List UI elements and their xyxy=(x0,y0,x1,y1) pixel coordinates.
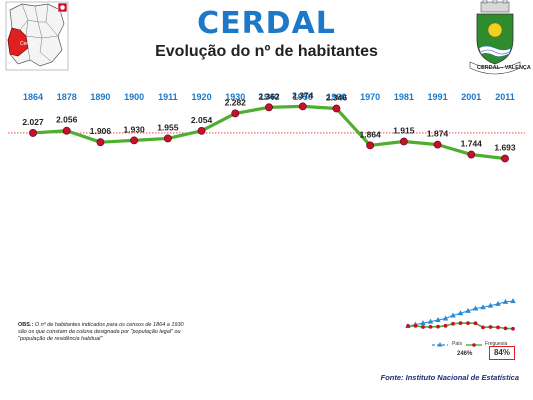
freguesia-marker xyxy=(473,321,478,326)
pais-marker xyxy=(420,320,426,326)
data-point-1911 xyxy=(163,134,172,143)
freguesia-marker xyxy=(451,321,455,326)
value-label-1864: 2.027 xyxy=(22,117,44,127)
pais-marker xyxy=(472,305,479,311)
value-label-2011: 1.693 xyxy=(494,142,516,152)
pais-marker xyxy=(435,317,441,323)
data-point-1930 xyxy=(231,109,240,118)
data-point-1878 xyxy=(62,126,71,135)
freguesia-marker xyxy=(481,325,485,330)
legend-freguesia-marker xyxy=(472,343,476,347)
value-label-1950: 2.374 xyxy=(292,90,314,100)
page-subtitle: Evolução do nº de habitantes xyxy=(155,43,378,60)
legend-pais-label: País xyxy=(452,341,463,347)
data-point-1960 xyxy=(332,104,341,113)
value-label-2001: 1.744 xyxy=(461,139,483,149)
year-label-1960: 1960 xyxy=(326,92,346,102)
value-label-1940: 2.362 xyxy=(258,91,280,101)
observation-note: OBS.: O nº de habitantes indicados para … xyxy=(18,322,188,343)
year-label-1930: 1930 xyxy=(225,92,245,102)
data-source: Fonte: Instituto Nacional de Estatística xyxy=(380,373,519,382)
legend-pais-marker xyxy=(437,342,443,347)
year-label-1911: 1911 xyxy=(158,92,178,102)
year-label-1900: 1900 xyxy=(124,92,144,102)
freguesia-marker xyxy=(458,321,463,326)
year-label-1950: 1950 xyxy=(293,92,313,102)
freguesia-marker xyxy=(511,326,515,331)
data-point-2001 xyxy=(467,150,476,159)
obs-text: O nº de habitantes indicados para os cen… xyxy=(18,322,184,342)
year-label-1878: 1878 xyxy=(57,92,77,102)
value-label-1911: 1.955 xyxy=(157,122,179,132)
freguesia-marker xyxy=(413,323,418,328)
freguesia-percentage: 84% xyxy=(489,346,515,360)
data-point-1991 xyxy=(433,140,442,149)
pais-marker xyxy=(510,298,516,304)
freguesia-marker xyxy=(421,325,425,329)
pais-marker xyxy=(465,307,471,313)
value-label-1878: 2.056 xyxy=(56,115,78,125)
value-label-1991: 1.874 xyxy=(427,129,449,139)
pais-marker xyxy=(442,315,449,321)
year-label-1864: 1864 xyxy=(23,92,43,102)
data-point-2011 xyxy=(501,154,509,163)
freguesia-marker xyxy=(466,321,470,326)
data-point-1864 xyxy=(29,129,37,137)
value-label-1900: 1.930 xyxy=(124,124,146,134)
pais-marker xyxy=(480,304,486,310)
freguesia-marker xyxy=(436,324,440,329)
value-label-1970: 1.864 xyxy=(360,129,382,139)
value-label-1981: 1.915 xyxy=(393,126,415,136)
data-point-1981 xyxy=(399,137,408,146)
value-label-1920: 2.054 xyxy=(191,115,213,125)
data-point-1900 xyxy=(130,136,139,145)
year-label-2011: 2011 xyxy=(495,92,515,102)
year-label-1920: 1920 xyxy=(192,92,212,102)
map-label: Cerdal xyxy=(20,41,35,47)
pais-marker xyxy=(457,310,464,316)
data-point-1920 xyxy=(197,126,206,135)
pais-marker xyxy=(450,312,456,318)
freguesia-marker xyxy=(503,326,508,331)
year-label-1991: 1991 xyxy=(428,92,448,102)
value-label-1930: 2.282 xyxy=(225,97,247,107)
data-point-1940 xyxy=(265,103,273,112)
data-point-1950 xyxy=(298,102,307,111)
legend-freguesia-label: Freguesia xyxy=(485,341,508,347)
obs-label: OBS.: xyxy=(18,322,34,328)
value-label-1890: 1.906 xyxy=(90,126,112,136)
freguesia-marker xyxy=(488,325,493,329)
data-point-1970 xyxy=(366,141,375,150)
pais-marker xyxy=(502,298,509,304)
year-label-1890: 1890 xyxy=(90,92,110,102)
year-label-2001: 2001 xyxy=(461,92,481,102)
freguesia-marker xyxy=(406,324,410,328)
pais-marker xyxy=(487,302,494,308)
emblem-caption: CERDAL - VALENÇA xyxy=(477,65,531,71)
freguesia-marker xyxy=(496,325,500,330)
value-label-1960: 2.346 xyxy=(326,93,348,103)
year-label-1970: 1970 xyxy=(360,92,380,102)
year-label-1940: 1940 xyxy=(259,92,279,102)
pais-marker xyxy=(495,300,501,306)
page-title: CERDAL xyxy=(197,6,336,41)
data-point-1890 xyxy=(96,138,105,147)
year-label-1981: 1981 xyxy=(394,92,414,102)
pais-marker xyxy=(427,318,434,324)
freguesia-marker xyxy=(443,323,448,328)
freguesia-marker xyxy=(428,324,433,329)
pais-percentage: 246% xyxy=(457,351,473,357)
